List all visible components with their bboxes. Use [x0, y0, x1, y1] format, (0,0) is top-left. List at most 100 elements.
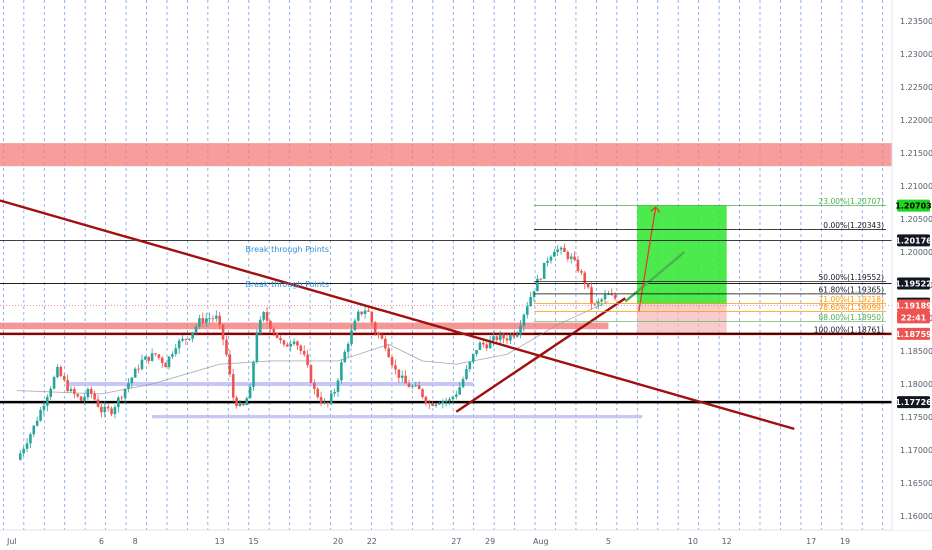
- candle-body: [519, 325, 522, 335]
- trendline-descending[interactable]: [0, 199, 795, 431]
- candle-body: [39, 409, 42, 421]
- candle-body: [52, 377, 56, 389]
- time-tick-label: 15: [248, 537, 258, 546]
- candle-body: [255, 333, 259, 362]
- price-axis-background: [893, 0, 932, 530]
- candles: [18, 243, 617, 461]
- candle-body: [566, 252, 570, 259]
- candle-body: [394, 365, 397, 370]
- fibonacci-retracement[interactable]: 23.00%(1.20707) 0.00%(1.20343) 50.00%(1.19…: [534, 197, 886, 334]
- time-tick-label: 19: [840, 537, 850, 546]
- candle-body: [468, 361, 472, 370]
- candle-body: [431, 403, 434, 406]
- candle-body: [363, 310, 367, 315]
- candle-body: [79, 396, 83, 401]
- price-tick-label: 1.20000: [900, 248, 932, 257]
- price-tag-label: 1.19522: [895, 280, 931, 289]
- candle-body: [373, 322, 377, 333]
- candle-body: [475, 349, 478, 354]
- candle-body: [448, 399, 451, 401]
- candle-body: [360, 311, 363, 315]
- candle-body: [583, 272, 587, 284]
- candle-body: [238, 403, 242, 407]
- candle-body: [89, 388, 93, 394]
- price-tag-label: 1.18759: [895, 330, 932, 339]
- price-tick-label: 1.16000: [900, 512, 932, 521]
- candle-body: [573, 256, 576, 260]
- price-tag: [897, 311, 930, 324]
- time-tick-label: Jul: [6, 537, 17, 546]
- candle-body: [498, 334, 502, 340]
- price-tag: [897, 199, 930, 212]
- candle-body: [488, 340, 492, 349]
- candle-body: [289, 344, 292, 347]
- candle-body: [306, 354, 309, 366]
- projection-line[interactable]: [624, 251, 686, 303]
- candle-body: [407, 383, 411, 388]
- time-axis[interactable]: Jul 6 8 13 15 20 22 27 29 Aug 5 10 12 17 19: [0, 531, 932, 550]
- trendline-ascending[interactable]: [455, 297, 626, 413]
- candle-body: [380, 335, 384, 339]
- candle-body: [279, 338, 282, 341]
- candle-body: [370, 311, 374, 323]
- price-tag: [897, 327, 930, 340]
- price-axis[interactable]: 1.23500 1.23000 1.22500 1.22000 1.21500 1.210…: [893, 0, 932, 530]
- candle-body: [286, 344, 289, 347]
- price-tag-label: 22:41: [901, 313, 927, 322]
- candle-body: [316, 388, 320, 398]
- candle-body: [553, 251, 556, 257]
- candle-body: [282, 340, 286, 345]
- candle-body: [215, 315, 218, 319]
- time-tick-label: 29: [485, 537, 495, 546]
- fib-level-label: 78.60%(1.19099): [819, 303, 885, 312]
- candle-body: [309, 365, 313, 383]
- fib-level-label: 88.00%(1.18950): [819, 313, 885, 322]
- break-through-note: Break through Points: [245, 245, 329, 254]
- candle-body: [387, 348, 390, 358]
- candle-body: [444, 400, 448, 402]
- candle-body: [258, 319, 262, 334]
- candle-body: [411, 386, 414, 388]
- candle-body: [576, 259, 580, 272]
- fib-level-label: 50.00%(1.19552): [819, 273, 885, 282]
- candle-body: [177, 340, 181, 349]
- candle-body: [231, 374, 235, 398]
- candle-body: [397, 369, 401, 378]
- candle-body: [336, 380, 340, 392]
- time-tick-label: 17: [806, 537, 816, 546]
- candle-body: [458, 387, 461, 395]
- candle-body: [120, 397, 123, 399]
- candle-body: [586, 283, 590, 288]
- candle-body: [346, 343, 350, 352]
- candle-body: [302, 351, 306, 355]
- long-position[interactable]: [637, 205, 727, 334]
- candle-body: [265, 312, 269, 321]
- fib-level-label: 23.00%(1.20707): [819, 197, 885, 206]
- price-tag: [897, 277, 930, 290]
- candle-body: [610, 294, 614, 296]
- price-tag: [897, 396, 930, 409]
- support-zone: [152, 415, 643, 419]
- candle-body: [580, 271, 583, 273]
- price-tick-label: 1.23500: [900, 17, 932, 26]
- candle-body: [525, 306, 529, 315]
- candle-body: [130, 377, 134, 384]
- stop-zone[interactable]: [637, 303, 727, 334]
- candle-body: [106, 406, 110, 409]
- candle-body: [356, 311, 360, 321]
- candle-body: [29, 434, 32, 444]
- candle-body: [208, 318, 211, 320]
- price-tick-label: 1.21500: [900, 149, 932, 158]
- candle-body: [164, 363, 167, 368]
- candle-body: [313, 382, 316, 389]
- candle-body: [228, 354, 232, 375]
- price-tag-label: 1.20176: [895, 236, 932, 245]
- candle-body: [174, 348, 178, 355]
- price-tag: [897, 234, 930, 247]
- candle-body: [225, 339, 228, 355]
- candle-body: [93, 393, 96, 400]
- candle-body: [556, 249, 559, 252]
- candle-body: [509, 334, 512, 341]
